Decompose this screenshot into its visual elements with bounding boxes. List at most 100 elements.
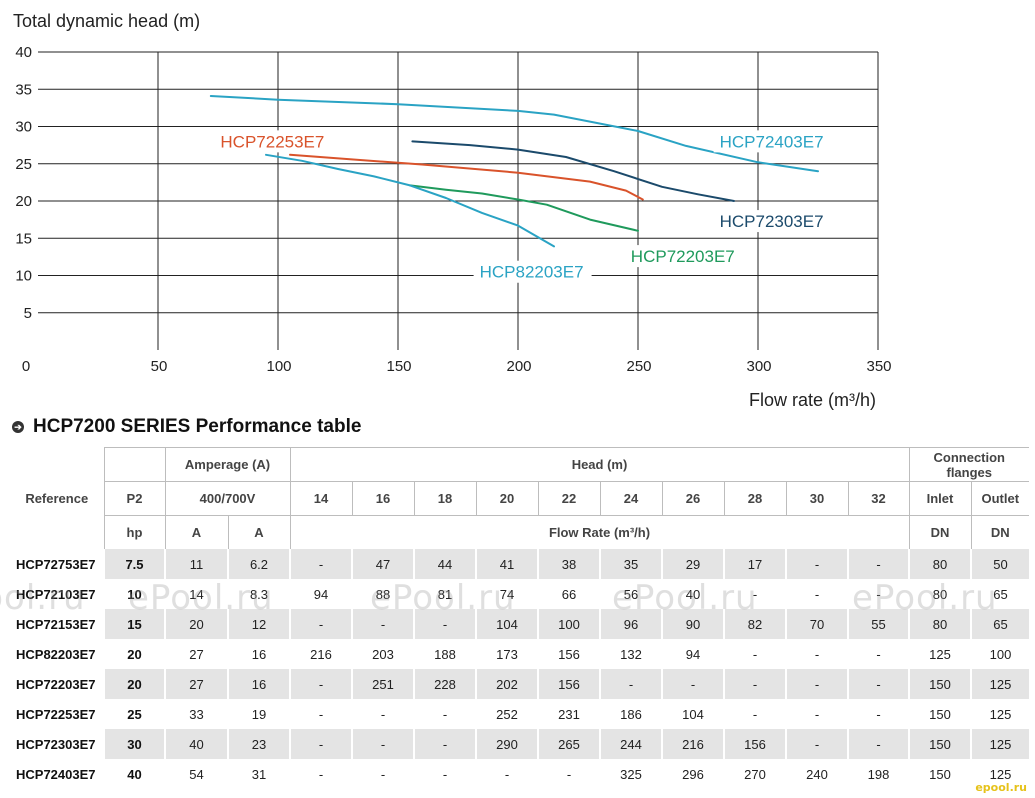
table-cell: 38 <box>537 549 600 579</box>
header-flow-rate: Flow Rate (m³/h) <box>289 515 909 549</box>
table-cell: 270 <box>723 759 786 789</box>
table-cell: - <box>289 729 352 759</box>
cell-reference: HCP72103E7 <box>16 586 96 602</box>
table-cell: 54 <box>164 759 228 789</box>
table-cell: 156 <box>537 639 600 669</box>
table-row: HCP72253E7 25 33 19- - -252 231 186 104- - -150 125 <box>10 699 1029 729</box>
table-cell: 50 <box>970 549 1029 579</box>
table-cell: 132 <box>599 639 662 669</box>
section-title: ➔ HCP7200 SERIES Performance table <box>12 416 361 438</box>
y-tick-label: 15 <box>15 230 32 247</box>
header-dn: DN <box>908 515 971 549</box>
table-cell: - <box>785 549 848 579</box>
table-cell: 156 <box>723 729 786 759</box>
table-cell: - <box>289 549 352 579</box>
cell-reference: HCP72303E7 <box>10 729 104 759</box>
table-cell: 216 <box>661 729 724 759</box>
table-cell: - <box>413 729 476 759</box>
label-background <box>713 210 832 233</box>
y-axis-label: Total dynamic head (m) <box>13 11 200 31</box>
table-cell: 173 <box>475 639 538 669</box>
x-tick-label: 150 <box>386 358 411 375</box>
table-cell: 125 <box>970 669 1029 699</box>
table-cell: - <box>785 639 848 669</box>
table-cell: - <box>847 669 909 699</box>
table-cell: 44 <box>413 549 476 579</box>
table-cell: - <box>847 549 909 579</box>
table-cell: 20 <box>164 609 228 639</box>
table-cell: 231 <box>537 699 600 729</box>
header-amp-unit: A <box>227 515 290 549</box>
table-cell: 74 <box>475 579 538 609</box>
series-line-hcp72403e7 <box>209 95 819 173</box>
table-cell: - <box>723 669 786 699</box>
table-cell: 65 <box>970 579 1029 609</box>
header-amperage: Amperage (A) <box>164 447 290 482</box>
table-cell: 66 <box>537 579 600 609</box>
table-cell: - <box>351 699 414 729</box>
cell-reference: HCP82203E7 <box>16 646 96 662</box>
cell-reference: HCP72753E7 <box>10 549 104 579</box>
table-cell: 90 <box>661 609 724 639</box>
table-cell: - <box>723 639 786 669</box>
cell-p2: 20 <box>103 669 165 699</box>
table-cell: 125 <box>908 639 971 669</box>
series-label: HCP72253E7 <box>220 132 324 151</box>
table-cell: 150 <box>908 699 971 729</box>
table-cell: - <box>413 699 476 729</box>
header-head-value: 26 <box>661 481 724 516</box>
table-cell: 96 <box>599 609 662 639</box>
label-background <box>473 260 592 283</box>
cell-p2: 30 <box>103 729 165 759</box>
table-cell: 156 <box>537 669 600 699</box>
table-cell: 125 <box>970 759 1029 789</box>
table-cell: 80 <box>908 609 971 639</box>
table-cell: 81 <box>413 579 476 609</box>
chart-curve-labels: HCP72253E7 HCP72403E7 HCP72303E7 HCP72203E7… <box>214 130 832 283</box>
table-cell: 65 <box>970 609 1029 639</box>
table-cell: 296 <box>661 759 724 789</box>
table-cell: - <box>289 609 352 639</box>
table-cell: - <box>723 699 786 729</box>
table-cell: 70 <box>785 609 848 639</box>
arrow-right-icon: ➔ <box>12 421 24 433</box>
table-cell: 82 <box>723 609 786 639</box>
header-head-value: 30 <box>785 481 848 516</box>
x-tick-label: 100 <box>266 358 291 375</box>
table-cell: 88 <box>351 579 414 609</box>
chart-axes: 5 10 15 20 25 30 35 40 0 50 100 150 200 250 300 350 <box>15 44 891 375</box>
table-cell: - <box>785 699 848 729</box>
header-head-value: 28 <box>723 481 786 516</box>
table-cell: - <box>475 759 538 789</box>
table-cell: - <box>413 609 476 639</box>
table-cell: 94 <box>661 639 724 669</box>
x-axis-label: Flow rate (m³/h) <box>749 390 876 410</box>
series-label: HCP72303E7 <box>720 212 824 231</box>
table-cell: 16 <box>227 669 290 699</box>
table-header-row-2: Reference P2 400/700V 14 16 18 20 22 24 … <box>10 481 1029 516</box>
table-cell: 80 <box>908 579 971 609</box>
performance-chart: 5 10 15 20 25 30 35 40 0 50 100 150 200 250 300 350 HCP… <box>13 11 892 410</box>
table-cell: 251 <box>351 669 414 699</box>
table-cell: - <box>351 729 414 759</box>
table-cell: 104 <box>661 699 724 729</box>
x-tick-label: 0 <box>22 358 30 375</box>
table-row: HCP72753E7 7.5 11 6.2-47 44 41 38 35 29 17- -80 50 <box>10 549 1029 579</box>
table-cell: 33 <box>164 699 228 729</box>
header-head: Head (m) <box>289 447 909 482</box>
chart-grid <box>38 51 879 350</box>
cell-reference: HCP72253E7 <box>16 706 96 722</box>
table-cell: 125 <box>970 729 1029 759</box>
performance-table-body: HCP72753E7 7.5 11 6.2-47 44 41 38 35 29 17- -80 50 H… <box>10 549 1029 789</box>
table-cell: 14 <box>164 579 228 609</box>
table-cell: 240 <box>785 759 848 789</box>
table-cell: 104 <box>475 609 538 639</box>
table-cell: - <box>289 759 352 789</box>
header-head-value: 20 <box>475 481 538 516</box>
cell-p2: 15 <box>103 609 165 639</box>
table-cell: 11 <box>164 549 228 579</box>
cell-reference: HCP72403E7 <box>16 766 96 782</box>
header-hp: hp <box>103 515 165 549</box>
cell-p2: 20 <box>103 639 165 669</box>
logo: epool.ru <box>975 781 1027 794</box>
